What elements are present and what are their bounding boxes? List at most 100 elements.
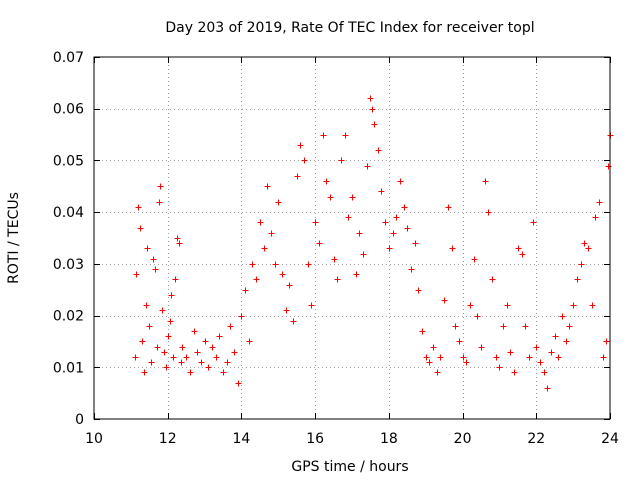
x-tick-label: 16	[306, 431, 324, 447]
data-point	[317, 241, 323, 247]
data-point	[560, 314, 566, 320]
data-point	[497, 365, 503, 371]
data-point	[590, 303, 596, 309]
data-point	[309, 303, 315, 309]
data-point	[134, 272, 140, 278]
data-point	[147, 324, 153, 330]
y-tick-label: 0.02	[53, 309, 84, 325]
data-point	[361, 252, 367, 258]
data-point	[332, 257, 338, 263]
x-tick-label: 24	[601, 431, 619, 447]
data-point	[604, 339, 610, 345]
data-point	[405, 226, 411, 232]
x-tick-label: 10	[85, 431, 103, 447]
data-point	[549, 350, 555, 356]
data-point	[435, 370, 441, 376]
data-point	[520, 252, 526, 258]
data-point	[295, 174, 301, 180]
data-point	[450, 246, 456, 252]
data-point	[225, 360, 231, 366]
data-point	[217, 334, 223, 340]
data-point	[269, 231, 275, 237]
data-point	[328, 195, 334, 201]
data-point	[254, 277, 260, 283]
y-tick-label: 0.06	[53, 102, 84, 118]
data-point	[542, 370, 548, 376]
data-point	[188, 370, 194, 376]
data-point	[354, 272, 360, 278]
data-point	[145, 246, 151, 252]
y-tick-label: 0.04	[53, 205, 84, 221]
x-tick-label: 12	[159, 431, 177, 447]
roti-chart: 10 12 14 16 18 20 22 2400.010.020.030.040.050.0…	[0, 0, 640, 480]
data-point	[306, 262, 312, 268]
data-point	[531, 220, 537, 226]
data-point	[265, 184, 271, 190]
data-point	[313, 220, 319, 226]
data-point	[280, 272, 286, 278]
data-point	[133, 355, 139, 361]
data-point	[571, 303, 577, 309]
data-point	[424, 355, 430, 361]
data-point	[475, 314, 481, 320]
data-point	[168, 319, 174, 325]
data-point	[372, 122, 378, 128]
data-point	[579, 262, 585, 268]
data-point	[505, 303, 511, 309]
data-point	[468, 303, 474, 309]
data-point	[144, 303, 150, 309]
data-point	[321, 133, 327, 139]
data-point	[250, 262, 256, 268]
data-points	[133, 96, 614, 392]
data-point	[291, 319, 297, 325]
data-point	[442, 298, 448, 304]
data-point	[379, 189, 385, 195]
data-point	[582, 241, 588, 247]
data-point	[221, 370, 227, 376]
data-point	[453, 324, 459, 330]
y-tick-label: 0.03	[53, 257, 84, 273]
data-point	[214, 355, 220, 361]
data-point	[335, 277, 341, 283]
data-point	[431, 345, 437, 351]
data-point	[472, 257, 478, 263]
data-point	[232, 350, 238, 356]
data-point	[420, 329, 426, 335]
data-point	[179, 360, 185, 366]
data-point	[157, 200, 163, 206]
data-point	[597, 200, 603, 206]
data-point	[171, 355, 177, 361]
data-point	[276, 200, 282, 206]
x-tick-label: 18	[380, 431, 398, 447]
data-point	[606, 164, 612, 170]
data-point	[409, 267, 415, 273]
data-point	[368, 96, 374, 102]
data-point	[199, 360, 205, 366]
data-point	[394, 215, 400, 221]
y-tick-label: 0.07	[53, 50, 84, 66]
data-point	[402, 205, 408, 211]
data-point	[203, 339, 209, 345]
data-point	[192, 329, 198, 335]
data-point	[567, 324, 573, 330]
data-point	[564, 339, 570, 345]
data-point	[247, 339, 253, 345]
data-point	[370, 107, 376, 113]
data-point	[534, 345, 540, 351]
data-point	[158, 184, 164, 190]
data-point	[350, 195, 356, 201]
data-point	[479, 345, 485, 351]
data-point	[553, 334, 559, 340]
data-point	[416, 288, 422, 294]
plot-frame	[94, 57, 610, 419]
data-point	[324, 179, 330, 185]
data-point	[169, 293, 175, 299]
grid-lines	[94, 57, 610, 419]
data-point	[239, 314, 245, 320]
data-point	[538, 360, 544, 366]
data-point	[398, 179, 404, 185]
data-point	[284, 308, 290, 314]
data-point	[140, 339, 146, 345]
y-axis-label: ROTI / TECUs	[6, 192, 22, 284]
data-point	[483, 179, 489, 185]
